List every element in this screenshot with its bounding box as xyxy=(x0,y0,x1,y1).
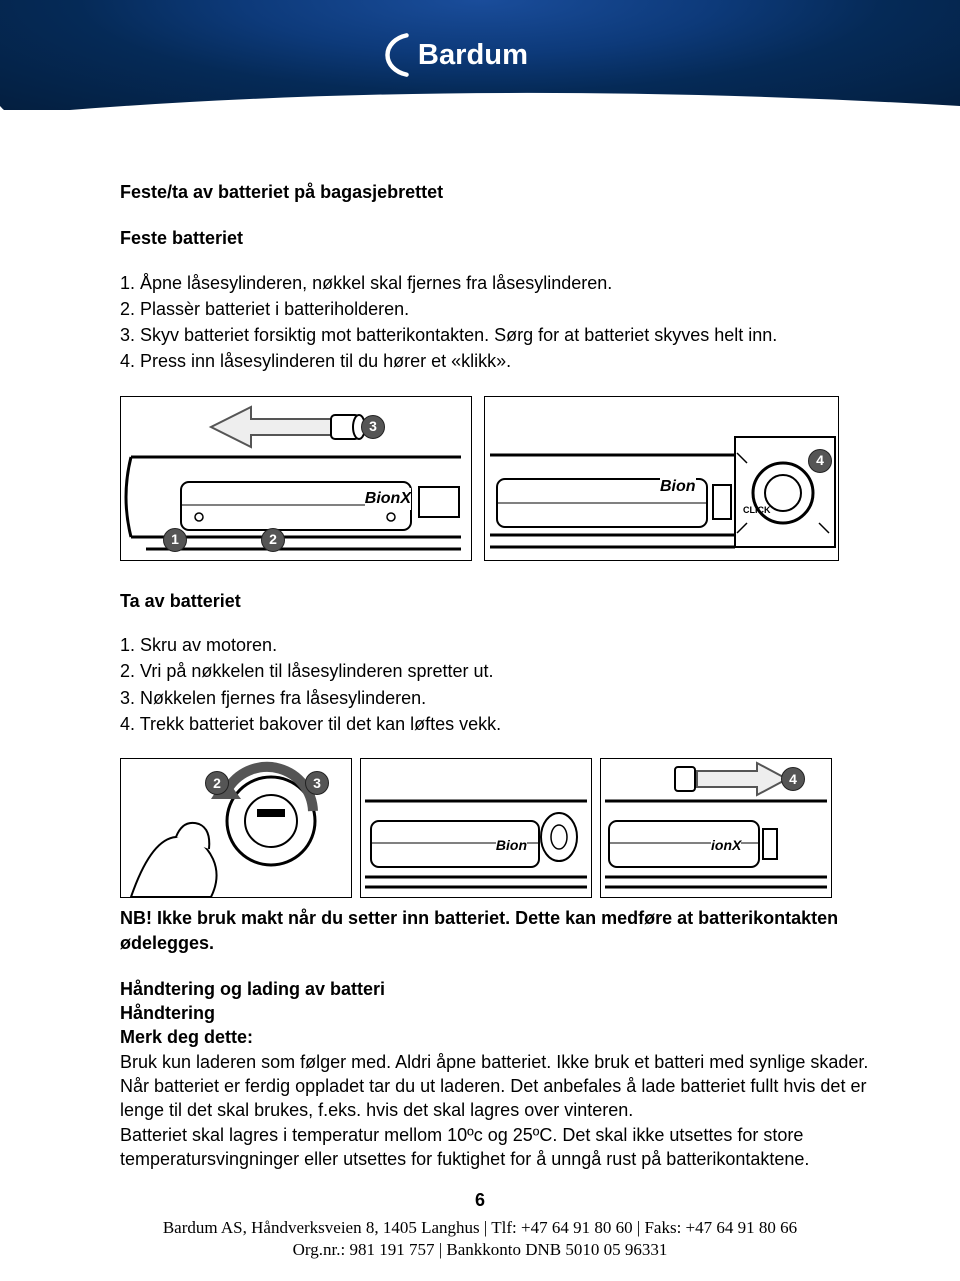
brand-logo: Bardum xyxy=(385,24,575,86)
bionx-label: ionX xyxy=(711,836,741,855)
section1-steps: 1. Åpne låsesylinderen, nøkkel skal fjer… xyxy=(120,271,870,374)
footer-line-2: Org.nr.: 981 191 757 | Bankkonto DNB 501… xyxy=(0,1239,960,1261)
section1-subtitle: Feste batteriet xyxy=(120,226,870,250)
badge-2: 2 xyxy=(261,528,285,552)
bionx-label: BionX xyxy=(365,488,411,510)
figure-click-lock: CLICK Bion 4 xyxy=(484,396,839,561)
footer-line-1: Bardum AS, Håndverksveien 8, 1405 Langhu… xyxy=(0,1217,960,1239)
step: 2. Plassèr batteriet i batteriholderen. xyxy=(120,297,870,321)
step: 1. Skru av motoren. xyxy=(120,633,870,657)
step: 1. Åpne låsesylinderen, nøkkel skal fjer… xyxy=(120,271,870,295)
page-number: 6 xyxy=(0,1189,960,1212)
logo-text: Bardum xyxy=(418,39,528,71)
logo-bardum: Bardum xyxy=(385,24,575,86)
bionx-label: Bion xyxy=(660,476,696,498)
page: Bardum Feste/ta av batteriet på bagasjeb… xyxy=(0,0,960,1281)
click-text: CLICK xyxy=(743,505,771,515)
section3-p2: Batteriet skal lagres i temperatur mello… xyxy=(120,1123,870,1172)
warning-text: NB! Ikke bruk makt når du setter inn bat… xyxy=(120,906,870,955)
diagram-svg xyxy=(361,759,593,899)
section3-h3: Merk deg dette: xyxy=(120,1025,870,1049)
figure-turn-key: 2 3 xyxy=(120,758,352,898)
section2-title: Ta av batteriet xyxy=(120,589,870,613)
section2-steps: 1. Skru av motoren. 2. Vri på nøkkelen t… xyxy=(120,633,870,736)
figure-rack-view-1: Bion xyxy=(360,758,592,898)
step: 4. Press inn låsesylinderen til du hører… xyxy=(120,349,870,373)
step: 3. Skyv batteriet forsiktig mot batterik… xyxy=(120,323,870,347)
figure-row-1: BionX 1 2 3 xyxy=(120,396,870,561)
step: 4. Trekk batteriet bakover til det kan l… xyxy=(120,712,870,736)
figure-row-2: 2 3 Bion xyxy=(120,758,870,898)
figure-remove-battery: ionX 4 xyxy=(600,758,832,898)
section3-h1: Håndtering og lading av batteri xyxy=(120,977,870,1001)
step: 2. Vri på nøkkelen til låsesylinderen sp… xyxy=(120,659,870,683)
footer: 6 Bardum AS, Håndverksveien 8, 1405 Lang… xyxy=(0,1181,960,1281)
content: Feste/ta av batteriet på bagasjebrettet … xyxy=(0,110,960,1181)
badge-1: 1 xyxy=(163,528,187,552)
section3: Håndtering og lading av batteri Håndteri… xyxy=(120,977,870,1171)
badge-4: 4 xyxy=(808,449,832,473)
section1-title: Feste/ta av batteriet på bagasjebrettet xyxy=(120,180,870,204)
step: 3. Nøkkelen fjernes fra låsesylinderen. xyxy=(120,686,870,710)
header-curve xyxy=(0,92,960,128)
section3-h2: Håndtering xyxy=(120,1001,870,1025)
figure-insert-battery: BionX 1 2 3 xyxy=(120,396,472,561)
section3-p1: Bruk kun laderen som følger med. Aldri å… xyxy=(120,1050,870,1123)
bionx-label: Bion xyxy=(496,836,527,855)
header: Bardum xyxy=(0,0,960,110)
badge-3: 3 xyxy=(361,415,385,439)
